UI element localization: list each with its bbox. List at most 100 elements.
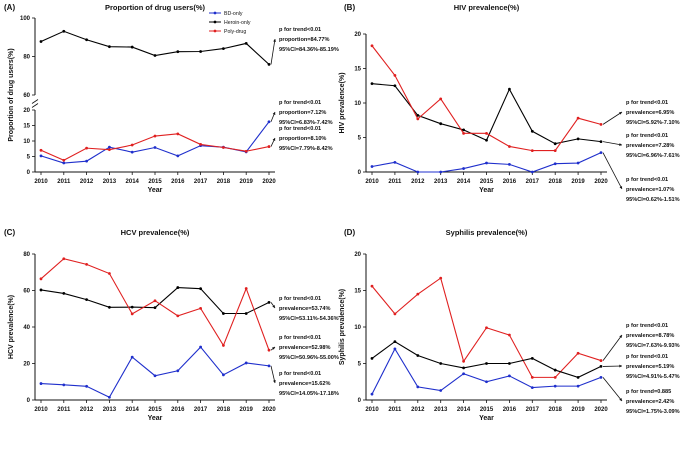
y-tick-label: 5 bbox=[27, 155, 31, 161]
data-point bbox=[530, 386, 534, 389]
annotation-line: p for trend<0.01 bbox=[279, 126, 321, 132]
data-point bbox=[39, 148, 43, 152]
x-tick-label: 2019 bbox=[240, 179, 254, 185]
annotation-line: p for trend<0.01 bbox=[626, 354, 668, 360]
annotation: p for trend<0.01 prevalence=1.07% 95%CI=0.… bbox=[602, 152, 680, 203]
arrowhead bbox=[272, 347, 275, 350]
data-point bbox=[176, 132, 180, 136]
data-point bbox=[370, 392, 374, 396]
annotation: p for trend<0.01 proportion=8.10% 95%CI=7.… bbox=[270, 126, 333, 152]
data-point bbox=[508, 163, 511, 166]
data-point bbox=[130, 150, 134, 154]
legend-label: Poly-drug bbox=[224, 29, 246, 35]
x-tick-label: 2012 bbox=[80, 179, 94, 185]
x-axis-label: Year bbox=[148, 187, 163, 194]
annotation-line: 95%CI=7.79%-8.42% bbox=[279, 146, 333, 152]
data-point bbox=[62, 257, 66, 261]
data-point bbox=[62, 29, 66, 33]
chart-title: HIV prevalence(%) bbox=[454, 3, 520, 12]
x-tick-label: 2010 bbox=[365, 179, 379, 185]
panel-b: (B) HIV prevalence(%) 0 5 10 15 20 2010 2011 2012… bbox=[339, 3, 680, 203]
annotation-line: 95%CI=5.92%-7.10% bbox=[626, 120, 680, 126]
x-tick-label: 2011 bbox=[57, 179, 71, 185]
chart-title: HCV prevalence(%) bbox=[121, 228, 190, 237]
data-point bbox=[108, 305, 111, 309]
x-tick-label: 2013 bbox=[103, 179, 117, 185]
series-line bbox=[40, 30, 270, 65]
annotation: p for trend<0.01 prevalence=6.95% 95%CI=5.… bbox=[602, 100, 680, 126]
data-point bbox=[416, 170, 420, 174]
data-point bbox=[508, 374, 511, 378]
x-tick-label: 2012 bbox=[411, 407, 425, 413]
chart-title: Proportion of drug users(%) bbox=[105, 3, 206, 12]
series-line bbox=[371, 45, 602, 152]
data-point bbox=[244, 42, 248, 45]
data-point bbox=[222, 312, 225, 315]
annotation-line: 95%CI=6.96%-7.61% bbox=[626, 153, 680, 159]
data-point bbox=[462, 359, 465, 363]
data-point bbox=[393, 312, 397, 316]
data-point bbox=[176, 154, 180, 158]
legend-marker bbox=[213, 20, 217, 24]
x-tick-label: 2020 bbox=[262, 407, 276, 413]
data-point bbox=[267, 145, 271, 148]
annotation-line: 95%CI=4.91%-5.47% bbox=[626, 374, 680, 380]
data-point bbox=[85, 159, 88, 163]
data-point bbox=[176, 286, 180, 289]
series-line bbox=[371, 340, 602, 378]
data-point bbox=[576, 351, 580, 355]
data-point bbox=[244, 361, 248, 365]
arrowhead bbox=[272, 138, 276, 141]
y-tick-label: 15 bbox=[354, 289, 361, 295]
data-point bbox=[85, 263, 88, 266]
x-tick-label: 2013 bbox=[103, 407, 117, 413]
data-point bbox=[508, 362, 511, 365]
panel-label: (D) bbox=[344, 228, 355, 237]
y-tick-label: 10 bbox=[354, 101, 361, 107]
x-tick-label: 2012 bbox=[411, 179, 425, 185]
annotation-line: proportion=84.77% bbox=[279, 37, 330, 43]
arrowhead bbox=[619, 398, 622, 401]
data-point bbox=[62, 292, 66, 295]
data-point bbox=[553, 142, 557, 146]
data-point bbox=[530, 375, 534, 379]
data-point bbox=[130, 312, 134, 316]
data-point bbox=[485, 138, 488, 142]
data-point bbox=[85, 298, 88, 302]
series-line bbox=[40, 121, 270, 164]
data-point bbox=[39, 382, 43, 385]
data-point bbox=[199, 345, 203, 349]
data-point bbox=[576, 375, 580, 379]
data-point bbox=[576, 137, 580, 141]
data-point bbox=[599, 151, 603, 155]
x-tick-label: 2019 bbox=[240, 407, 254, 413]
data-point bbox=[244, 149, 248, 153]
data-point bbox=[130, 143, 134, 147]
data-point bbox=[244, 312, 248, 315]
data-point bbox=[393, 84, 397, 88]
data-point bbox=[370, 82, 374, 86]
data-point bbox=[108, 45, 111, 49]
series-heroin-only bbox=[39, 29, 271, 66]
data-point bbox=[439, 122, 443, 126]
y-axis-label: Syphilis prevalence(%) bbox=[339, 289, 346, 365]
data-point bbox=[553, 375, 557, 379]
y-tick-label: 15 bbox=[23, 124, 30, 130]
data-point bbox=[462, 167, 465, 170]
y-tick-label: 20 bbox=[23, 108, 30, 114]
x-tick-label: 2010 bbox=[365, 407, 379, 413]
y-tick-label: 10 bbox=[354, 325, 361, 331]
data-point bbox=[416, 385, 420, 389]
series-poly-drug bbox=[39, 132, 271, 162]
data-point bbox=[62, 161, 66, 165]
data-point bbox=[130, 305, 134, 309]
data-point bbox=[439, 97, 443, 101]
annotation-line: prevalence=1.07% bbox=[626, 187, 674, 193]
data-point bbox=[530, 170, 534, 174]
y-tick-label: 80 bbox=[23, 55, 30, 61]
legend-marker bbox=[213, 29, 217, 33]
data-point bbox=[153, 54, 157, 57]
data-point bbox=[176, 314, 180, 318]
series-line bbox=[40, 258, 270, 351]
y-tick-label: 15 bbox=[354, 67, 361, 73]
